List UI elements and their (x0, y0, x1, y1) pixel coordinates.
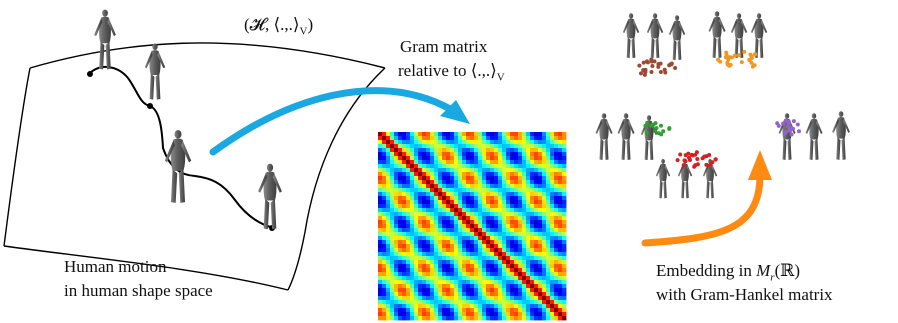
cluster-points (637, 49, 801, 169)
manifold-surface (3, 42, 386, 291)
cluster-purple (775, 118, 801, 137)
embedding-label-line2: with Gram-Hankel matrix (656, 285, 833, 304)
cluster-green (643, 120, 672, 137)
motion-label-line2: in human shape space (64, 281, 213, 300)
cluster-figures (595, 11, 850, 199)
embedding-label-line1: Embedding in Mr(ℝ) (656, 261, 801, 284)
gram-label-line2: relative to ⟨.,.⟩V (398, 61, 505, 84)
hilbert-space-label: (𝓗, ⟨.,.⟩V) (244, 15, 314, 38)
gram-matrix-heatmap (378, 132, 567, 321)
embedding-arrow (641, 150, 772, 247)
cluster-orange (716, 49, 758, 69)
cluster-brown (637, 57, 678, 77)
cluster-red (675, 150, 718, 169)
motion-label-line1: Human motion (64, 257, 167, 276)
gram-arrow (209, 87, 470, 156)
gram-label-line1: Gram matrix (400, 37, 488, 56)
